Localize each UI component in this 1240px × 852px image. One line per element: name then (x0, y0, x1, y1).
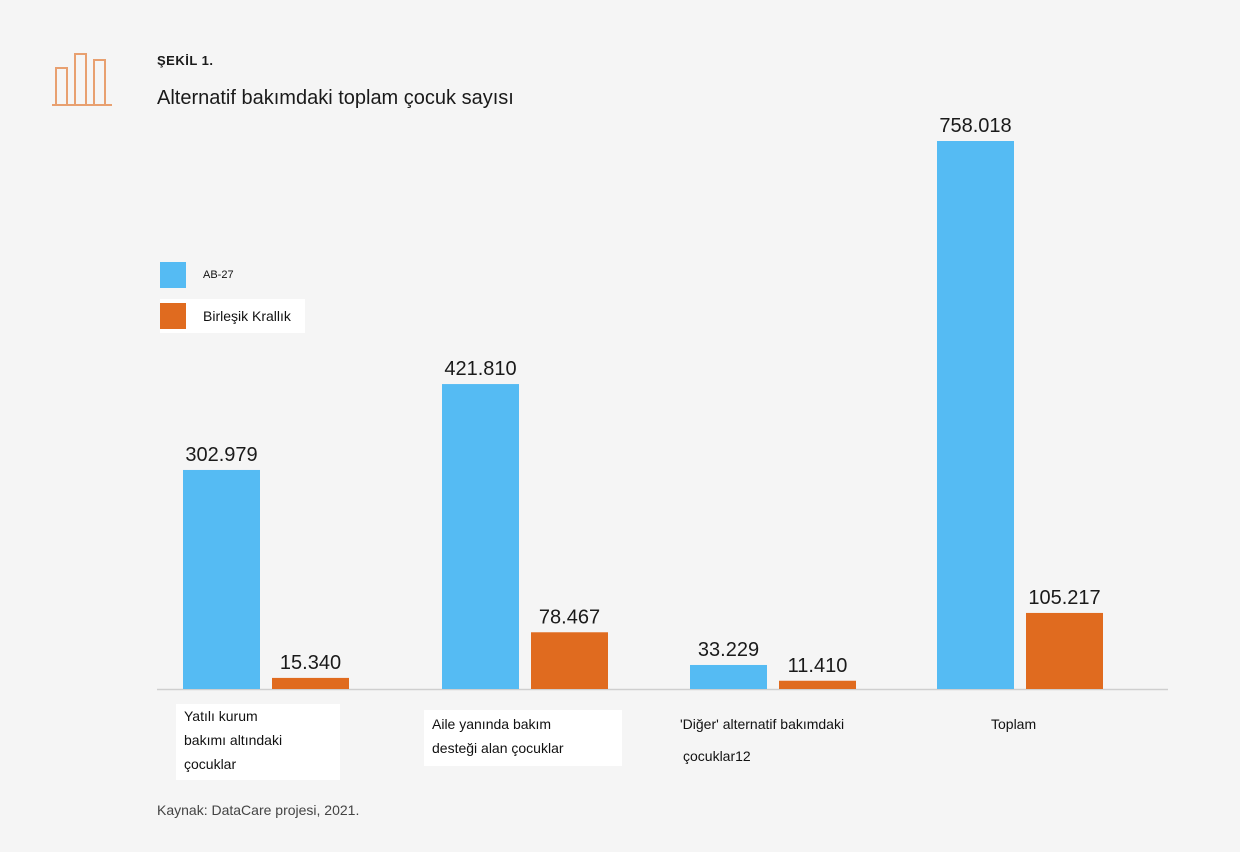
bar-uk-2 (779, 680, 856, 689)
data-label-uk-1: 78.467 (539, 606, 600, 628)
data-label-uk-3: 105.217 (1028, 587, 1100, 609)
figure-label: ŞEKİL 1. (157, 53, 214, 68)
bar-eu27-3 (937, 141, 1014, 689)
data-label-eu27-2: 33.229 (698, 639, 759, 661)
legend-item-uk: Birleşik Krallık (160, 299, 305, 333)
category-label-line: çocuklar (184, 756, 237, 772)
data-label-eu27-0: 302.979 (185, 444, 257, 466)
bar-eu27-0 (183, 469, 260, 689)
legend-label-uk: Birleşik Krallık (203, 308, 291, 324)
category-label-line: desteği alan çocuklar (432, 740, 564, 756)
category-label-line: Yatılı kurum (184, 708, 258, 724)
bar-eu27-1 (442, 384, 519, 689)
category-label-line: Aile yanında bakım (432, 716, 552, 732)
source-note: Kaynak: DataCare projesi, 2021. (157, 802, 360, 818)
data-label-uk-2: 11.410 (788, 655, 848, 677)
data-label-eu27-3: 758.018 (939, 115, 1011, 137)
category-label-line: çocuklar12 (683, 748, 751, 764)
category-label-family-care: Aile yanında bakım desteği alan çocuklar (424, 710, 622, 766)
category-label-line: Toplam (991, 716, 1037, 732)
legend-swatch-uk (160, 303, 186, 329)
category-label-total: Toplam (991, 712, 1036, 736)
legend-item-eu27: AB-27 (160, 262, 234, 288)
data-label-eu27-1: 421.810 (444, 358, 516, 380)
category-label-line: 'Diğer' alternatif bakımdaki (680, 716, 845, 732)
category-label-residential: Yatılı kurum bakımı altındaki çocuklar (176, 704, 340, 780)
data-label-uk-0: 15.340 (280, 652, 341, 674)
legend: AB-27 Birleşik Krallık (152, 252, 348, 333)
bar-chart-icon (52, 53, 112, 106)
bar-uk-0 (272, 677, 349, 689)
bar-uk-3 (1026, 612, 1103, 689)
legend-swatch-eu27 (160, 262, 186, 288)
category-label-line: bakımı altındaki (184, 732, 283, 748)
legend-label-eu27: AB-27 (203, 269, 234, 281)
chart-title: Alternatif bakımdaki toplam çocuk sayısı (157, 87, 514, 109)
category-label-other: 'Diğer' alternatif bakımdaki çocuklar12 (680, 712, 900, 768)
bar-uk-1 (531, 632, 608, 689)
bar-eu27-2 (690, 664, 767, 689)
